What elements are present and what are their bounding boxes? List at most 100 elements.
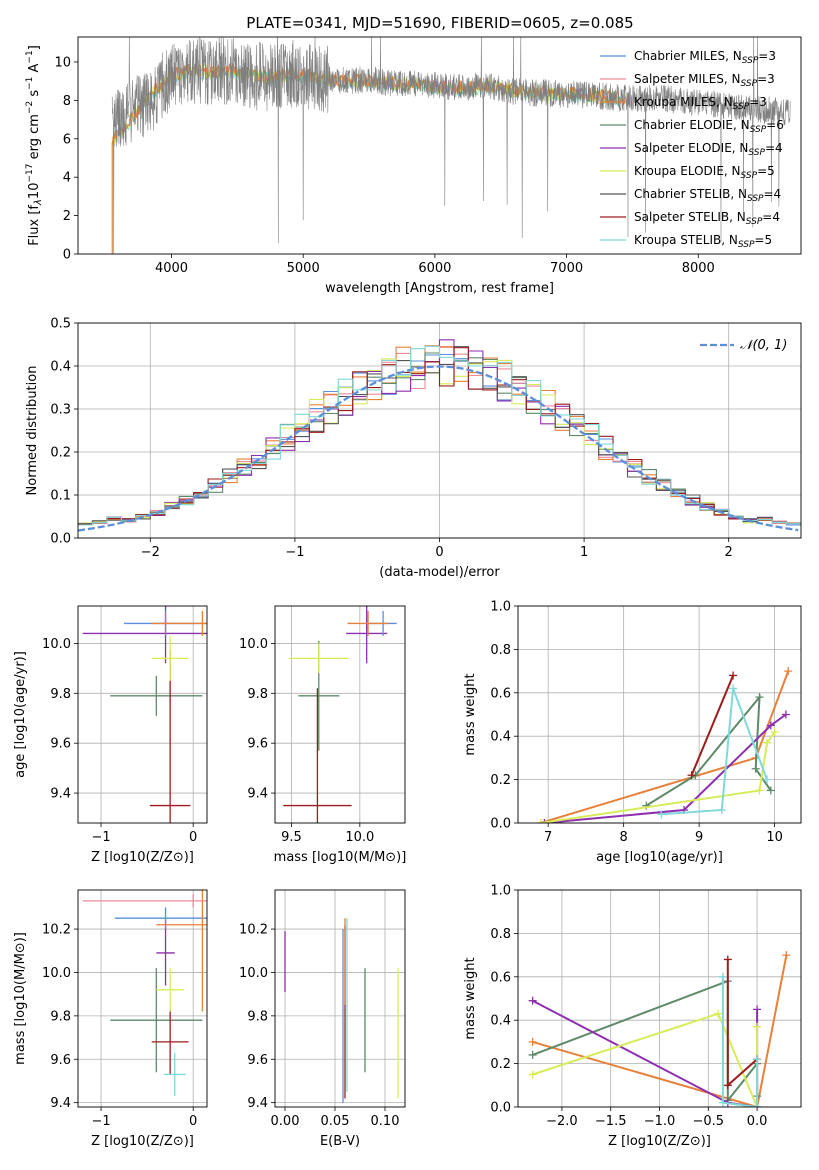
x-tick-label: 1 [580,545,588,560]
x-tick-label: 0 [189,1114,197,1129]
mass-vs-Z-plot-area [82,890,207,1097]
legend-entry: Salpeter MILES, NSSP=3 [634,72,775,89]
y-axis-label: age [log10(age/yr)] [13,651,28,778]
x-tick-label: 0.10 [371,1114,400,1129]
residual-histogram [78,345,801,526]
x-axis-label: Z [log10(Z/Z⊙)] [91,1134,194,1149]
legend-entry: Kroupa MILES, NSSP=3 [634,95,767,112]
y-tick-label: 9.8 [50,687,71,702]
legend-entry: Chabrier MILES, NSSP=3 [634,49,776,66]
x-tick-label: 0.00 [271,1114,300,1129]
y-axis-label: mass [log10(M/M⊙)] [13,932,28,1065]
x-tick-label: −1 [91,830,110,845]
y-tick-label: 0.2 [490,1057,511,1072]
x-tick-label: 2 [725,545,733,560]
weight-marker [751,764,760,773]
weight-marker [687,771,696,780]
weight-marker [536,819,545,823]
weight-vs-age-plot-area [536,667,793,823]
legend-entry: Chabrier STELIB, NSSP=4 [634,187,781,204]
weight-marker [753,1022,762,1031]
x-tick-label: 8 [620,830,628,845]
spectrum-plot-area [111,37,791,254]
x-tick-label: −0.5 [693,1114,725,1129]
y-tick-label: 9.6 [247,1053,268,1068]
weight-marker [763,738,772,747]
weight-series-line [690,675,735,776]
axes-frame [77,889,208,1108]
weight-marker [782,951,791,960]
x-tick-label: 0 [189,830,197,845]
y-tick-label: 10 [54,55,71,70]
y-tick-label: 1.0 [490,884,511,899]
age-vs-mass-plot-area [283,606,397,823]
weight-marker [729,684,738,693]
y-tick-label: 9.8 [247,687,268,702]
x-tick-label: 8000 [682,261,715,276]
weight-marker [766,786,775,795]
y-tick-label: 0.4 [50,360,71,375]
weight-vs-Z-plot-area [528,951,791,1107]
weight-marker [766,721,775,730]
weight-series-line [645,694,772,807]
x-axis-label: mass [log10(M/M⊙)] [274,850,407,865]
y-tick-label: 1.0 [490,600,511,615]
x-tick-label: 0.0 [747,1114,768,1129]
mass-vs-ebv-plot-area [284,918,399,1103]
y-tick-label: 9.6 [247,737,268,752]
x-axis-label: Z [log10(Z/Z⊙)] [91,850,194,865]
weight-marker [528,1070,537,1079]
age-vs-Z-panel: −1 0 9.4 9.6 9.8 10.0 Z [log10(Z/Z⊙)] age [log1… [13,605,208,865]
y-tick-label: 9.8 [247,1009,268,1024]
x-tick-label: −2 [141,545,160,560]
y-tick-label: 9.4 [50,1096,71,1111]
x-tick-label: −1 [91,1114,110,1129]
y-tick-label: 0.4 [490,1014,511,1029]
y-tick-label: 0.0 [490,817,511,832]
weight-marker [753,1005,762,1014]
y-tick-label: 9.4 [50,787,71,802]
weight-marker [714,1009,723,1018]
x-axis-label: Z [log10(Z/Z⊙)] [608,1134,711,1149]
y-axis-label: mass weight [463,957,478,1039]
residuals-panel: −2 −1 0 1 2 0.0 0.1 0.2 0.3 0.4 0.5 (data-model)/er… [25,317,802,580]
x-tick-label: 0 [435,545,443,560]
x-tick-label: 4000 [155,261,188,276]
axes-frame [274,889,406,1108]
weight-marker [723,1081,732,1090]
y-tick-label: 9.6 [50,737,71,752]
x-tick-label: 9 [695,830,703,845]
y-tick-label: 10.2 [239,923,268,938]
y-tick-label: 10.0 [239,966,268,981]
weight-series-line [721,976,759,1107]
weight-series-line [540,670,790,823]
x-tick-label: 7 [544,830,552,845]
weight-marker [755,693,764,702]
y-tick-label: 0.3 [50,403,71,418]
y-tick-label: 0.0 [490,1101,511,1116]
observed-spectrum-line [111,37,791,254]
weight-marker [718,972,727,981]
axes-frame [517,605,802,824]
weight-marker [755,786,764,795]
x-tick-label: −1.5 [595,1114,627,1129]
weight-marker [717,805,726,814]
y-axis-label: Normed distribution [25,366,40,496]
x-tick-label: 0.05 [321,1114,350,1129]
x-tick-label: −1.0 [644,1114,676,1129]
weight-marker [763,775,772,784]
y-axis-label: mass weight [463,673,478,755]
x-tick-label: 7000 [550,261,583,276]
x-tick-label: 9.5 [281,830,302,845]
weight-marker [528,1037,537,1046]
normal-curve [78,365,799,532]
weight-marker [718,1098,727,1107]
weight-series-line [540,731,776,823]
weight-marker [540,819,549,823]
y-tick-label: 9.4 [247,1096,268,1111]
axes-frame [77,322,802,539]
weight-vs-Z-panel: −2.0 −1.5 −1.0 −0.5 0.0 0.0 0.2 0.4 0.6 0.8 1.0 Z [… [463,884,802,1149]
axes-frame [517,889,802,1108]
y-tick-label: 9.4 [247,787,268,802]
y-axis-label: Flux [fλ10−17 erg cm−2 s−1 A−1] [25,45,44,246]
